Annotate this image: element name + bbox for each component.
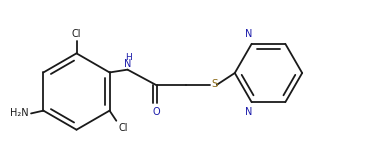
Text: N: N <box>244 29 252 39</box>
Text: Cl: Cl <box>119 123 128 133</box>
Text: N: N <box>124 59 132 69</box>
Text: H: H <box>125 53 131 62</box>
Text: O: O <box>153 107 161 117</box>
Text: Cl: Cl <box>72 29 81 39</box>
Text: N: N <box>244 107 252 117</box>
Text: H₂N: H₂N <box>10 108 28 118</box>
Text: S: S <box>212 79 218 89</box>
